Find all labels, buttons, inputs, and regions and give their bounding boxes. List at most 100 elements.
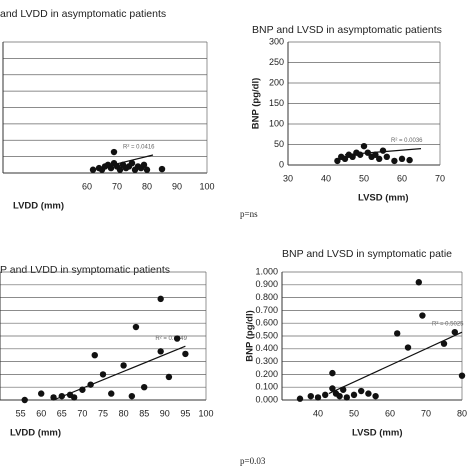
x-tick-label: 50 [349, 408, 359, 418]
point [365, 390, 372, 397]
x-tick-label: 100 [199, 181, 214, 191]
x-tick-label: 30 [283, 173, 293, 183]
point [50, 394, 57, 401]
x-tick-label: 60 [397, 173, 407, 183]
point [108, 390, 115, 397]
x-tick-label: 90 [160, 408, 170, 418]
point [116, 166, 124, 173]
point [379, 147, 387, 154]
point [173, 335, 181, 342]
chart-panel: BNP and LVSD in asymptomatic patients 0 50… [251, 24, 445, 204]
y-tick-label: 250 [269, 57, 284, 67]
point [307, 392, 314, 400]
chart-title: P and LVDD in symptomatic patients [0, 264, 170, 276]
y-tick-label: 0.400 [255, 343, 278, 353]
point [157, 295, 164, 303]
x-axis-title: LVDD (mm) [13, 201, 64, 212]
y-tick-label: 0.000 [255, 394, 278, 404]
point [87, 381, 94, 388]
point [79, 386, 86, 393]
y-axis-title: BNP (pg/dl) [245, 310, 256, 362]
x-tick-label: 60 [385, 408, 395, 418]
r-squared: R² = 0.0036 [391, 138, 423, 144]
x-tick-label: 100 [198, 408, 213, 418]
x-tick-label: 40 [321, 173, 331, 183]
point [350, 391, 358, 399]
point [140, 161, 148, 169]
point [364, 149, 371, 156]
point [132, 323, 140, 331]
x-tick-label: 60 [36, 408, 46, 418]
point [349, 153, 356, 160]
point [334, 157, 341, 165]
point [341, 155, 349, 163]
x-tick-label: 50 [359, 173, 369, 183]
point [38, 390, 45, 397]
y-tick-label: 0.800 [255, 292, 278, 302]
point [99, 371, 107, 378]
y-tick-label: 0.200 [255, 369, 278, 379]
y-tick-label: 0.300 [255, 356, 278, 366]
y-tick-label: 50 [274, 139, 284, 149]
point [343, 394, 350, 401]
x-tick-label: 90 [172, 181, 182, 191]
y-tick-label: 100 [269, 118, 284, 128]
point [419, 312, 426, 319]
point [358, 387, 365, 395]
point [107, 164, 115, 172]
point [89, 166, 97, 173]
point [372, 392, 379, 400]
point [70, 394, 78, 401]
r-squared: R² = 0.0416 [123, 145, 155, 151]
point [158, 165, 166, 173]
chart-title: BNP and LVSD in symptomatic patie [282, 248, 452, 260]
point [415, 279, 422, 286]
trend-line [328, 331, 463, 395]
point [372, 151, 379, 158]
trend-line [53, 345, 186, 401]
y-tick-label: 1.000 [255, 266, 278, 276]
x-tick-label: 65 [57, 408, 67, 418]
point [406, 156, 413, 164]
x-tick-label: 55 [16, 408, 26, 418]
chart-title: BNP and LVSD in asymptomatic patients [252, 24, 442, 36]
point [182, 350, 189, 358]
point [21, 396, 28, 404]
point [120, 362, 127, 369]
x-tick-label: 85 [139, 408, 149, 418]
point [404, 344, 412, 351]
point [357, 151, 364, 158]
y-tick-label: 0 [279, 159, 284, 169]
point [440, 340, 448, 347]
point [391, 157, 398, 165]
x-tick-label: 80 [457, 408, 467, 418]
footnote: p=ns [240, 209, 258, 219]
point [157, 348, 164, 355]
point [451, 328, 458, 336]
point [458, 372, 466, 379]
x-tick-label: 40 [313, 408, 323, 418]
point [329, 385, 336, 392]
x-tick-label: 95 [180, 408, 190, 418]
x-tick-label: 70 [77, 408, 87, 418]
point [296, 395, 304, 402]
footnote: p=0.03 [240, 456, 266, 466]
y-tick-label: 0.900 [255, 279, 278, 289]
x-axis-title: LVSD (mm) [358, 193, 409, 204]
point [322, 391, 329, 399]
chart-panel: BNP and LVSD in symptomatic patie 0.000 0.… [245, 248, 467, 439]
x-tick-label: 80 [119, 408, 129, 418]
point [376, 155, 383, 163]
x-tick-label: 70 [112, 181, 122, 191]
x-tick-label: 80 [142, 181, 152, 191]
point [110, 148, 118, 156]
point [141, 384, 148, 391]
y-tick-label: 300 [269, 36, 284, 46]
y-tick-label: 0.100 [255, 382, 278, 392]
point [58, 392, 65, 400]
y-axis-title: BNP (pg/dl) [251, 78, 262, 130]
point [394, 330, 401, 337]
point [128, 159, 136, 167]
point [398, 155, 406, 163]
